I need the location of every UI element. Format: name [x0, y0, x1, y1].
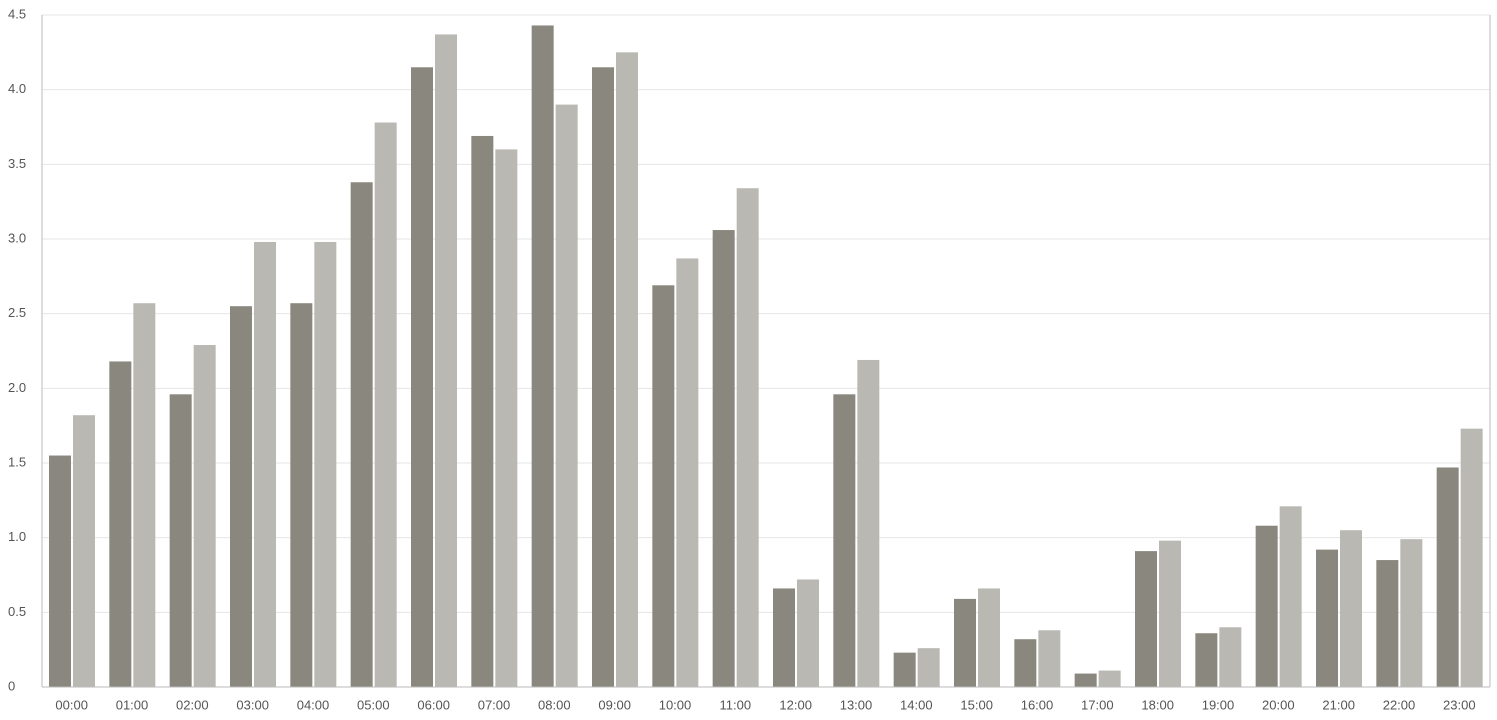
y-tick-label: 1.0: [8, 529, 26, 544]
bar: [1436, 467, 1459, 687]
x-tick-label: 02:00: [176, 697, 209, 712]
bar: [857, 359, 880, 687]
x-tick-label: 13:00: [840, 697, 873, 712]
bar: [435, 34, 457, 688]
x-tick-label: 22:00: [1383, 697, 1416, 712]
x-tick-label: 10:00: [659, 697, 692, 712]
bar: [193, 345, 216, 687]
bar: [978, 588, 1000, 687]
x-tick-label: 16:00: [1021, 697, 1054, 712]
y-tick-label: 2.5: [8, 305, 26, 320]
bar: [411, 67, 433, 688]
bar: [1460, 428, 1483, 687]
bar: [531, 25, 554, 688]
bar: [616, 52, 638, 688]
bar: [555, 104, 578, 688]
bar: [290, 303, 313, 687]
bar: [495, 149, 518, 687]
bar: [676, 258, 699, 687]
bar: [169, 394, 192, 687]
bar: [893, 652, 916, 687]
bars: [49, 25, 1483, 688]
x-tick-label: 20:00: [1262, 697, 1295, 712]
x-tick-label: 11:00: [720, 697, 752, 712]
x-tick-label: 18:00: [1141, 697, 1174, 712]
bar: [773, 588, 795, 687]
x-tick-label: 00:00: [55, 697, 88, 712]
x-tick-label: 06:00: [417, 697, 450, 712]
bar: [73, 415, 95, 687]
labels: 0 0.5 1.0 1.5 2.0 2.5 3.0 3.5 4.0 4.5 00:00 01:00 02…: [8, 6, 1476, 712]
x-tick-label: 14:00: [900, 697, 933, 712]
bar: [1376, 560, 1399, 687]
bar: [1400, 539, 1423, 687]
bar: [1038, 630, 1061, 687]
y-tick-label: 0: [8, 678, 15, 693]
y-tick-label: 1.5: [8, 454, 26, 469]
bar: [712, 230, 735, 688]
x-tick-label: 08:00: [538, 697, 571, 712]
bar: [471, 135, 494, 687]
grid: [42, 14, 1490, 688]
x-tick-label: 21:00: [1322, 697, 1355, 712]
x-tick-label: 23:00: [1443, 697, 1476, 712]
bar: [1014, 639, 1037, 687]
bar: [833, 394, 856, 687]
bar: [254, 241, 276, 687]
x-tick-label: 07:00: [478, 697, 511, 712]
x-tick-label: 03:00: [236, 697, 269, 712]
bar: [49, 455, 71, 687]
bar: [797, 579, 819, 687]
bar: [230, 306, 252, 687]
bar: [1340, 530, 1362, 687]
x-tick-label: 09:00: [598, 697, 631, 712]
x-tick-label: 04:00: [297, 697, 330, 712]
x-tick-label: 15:00: [960, 697, 993, 712]
y-tick-label: 4.5: [8, 6, 26, 21]
y-tick-label: 4.0: [8, 81, 26, 96]
x-tick-label: 12:00: [779, 697, 812, 712]
bar: [109, 361, 132, 687]
bar: [1279, 506, 1302, 687]
y-tick-label: 3.5: [8, 156, 26, 171]
bar: [1195, 633, 1218, 687]
x-tick-label: 05:00: [357, 697, 390, 712]
bar: [1135, 551, 1157, 687]
bar: [314, 241, 337, 687]
bar: [736, 188, 759, 687]
y-tick-label: 3.0: [8, 230, 26, 245]
y-tick-label: 0.5: [8, 604, 26, 619]
x-tick-label: 17:00: [1081, 697, 1114, 712]
bar: [917, 648, 940, 687]
bar: [954, 598, 976, 687]
x-tick-label: 01:00: [116, 697, 149, 712]
y-tick-label: 2.0: [8, 380, 26, 395]
bar: [1074, 673, 1097, 687]
x-tick-label: 19:00: [1202, 697, 1235, 712]
bar: [1098, 670, 1121, 687]
bar: [652, 285, 675, 687]
bar: [374, 122, 397, 687]
bar: [592, 67, 614, 688]
bar: [350, 182, 373, 687]
bar: [1316, 549, 1338, 687]
bar: [1255, 525, 1278, 687]
bar: [133, 303, 156, 687]
bar: [1219, 627, 1242, 687]
bar: [1159, 540, 1181, 687]
